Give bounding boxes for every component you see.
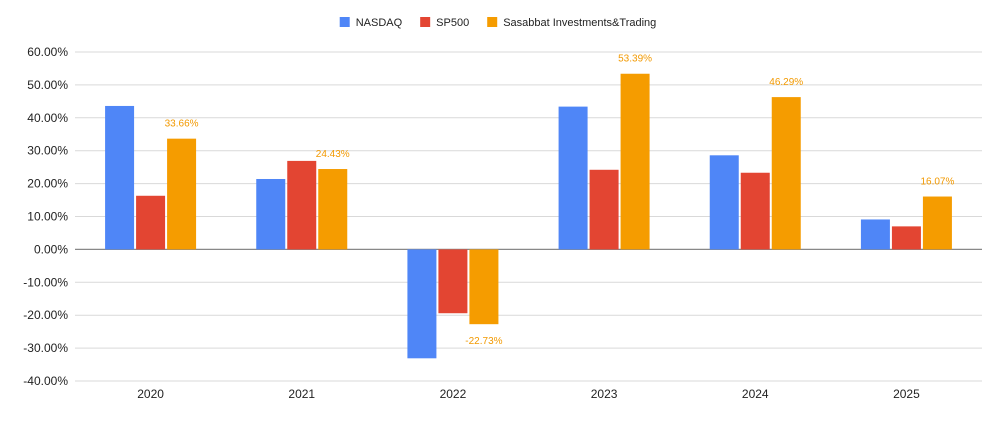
bar-nasdaq-2020 bbox=[105, 105, 135, 250]
bar-sp500-2020 bbox=[136, 195, 166, 250]
x-tick-label: 2023 bbox=[591, 387, 618, 401]
y-tick-label: -40.00% bbox=[23, 374, 68, 388]
y-tick-label: 50.00% bbox=[27, 78, 68, 92]
x-tick-label: 2024 bbox=[742, 387, 769, 401]
y-tick-label: 30.00% bbox=[27, 144, 68, 158]
legend-swatch-sp500 bbox=[420, 17, 431, 27]
bar-sp500-2025 bbox=[891, 226, 921, 250]
bar-nasdaq-2025 bbox=[860, 219, 890, 250]
bar-sasabbat-investments-trading-2021 bbox=[318, 169, 348, 250]
bar-nasdaq-2022 bbox=[407, 249, 437, 359]
bar-sp500-2023 bbox=[589, 169, 619, 250]
y-tick-label: 10.00% bbox=[27, 210, 68, 224]
bars bbox=[105, 73, 952, 359]
y-tick-label: 20.00% bbox=[27, 177, 68, 191]
legend-swatch-sasabbat-investments-trading bbox=[487, 17, 498, 27]
legend-swatch-nasdaq bbox=[339, 17, 350, 27]
data-label: 33.66% bbox=[165, 119, 199, 130]
legend-label-nasdaq: NASDAQ bbox=[356, 17, 403, 29]
data-label: 24.43% bbox=[316, 149, 350, 160]
legend: NASDAQ SP500 Sasabbat Investments&Trading bbox=[339, 17, 656, 29]
bar-sp500-2022 bbox=[438, 249, 468, 314]
bar-sasabbat-investments-trading-2022 bbox=[469, 249, 499, 325]
legend-label-sp500: SP500 bbox=[436, 17, 469, 29]
bar-sasabbat-investments-trading-2024 bbox=[771, 97, 801, 250]
x-tick-label: 2022 bbox=[440, 387, 467, 401]
bar-nasdaq-2024 bbox=[709, 155, 739, 250]
y-tick-label: -30.00% bbox=[23, 341, 68, 355]
x-tick-label: 2020 bbox=[137, 387, 164, 401]
bar-sp500-2024 bbox=[740, 172, 770, 250]
legend-label-sasabbat-investments-trading: Sasabbat Investments&Trading bbox=[503, 17, 656, 29]
bar-nasdaq-2021 bbox=[256, 178, 286, 250]
y-tick-label: 40.00% bbox=[27, 111, 68, 125]
data-label: 53.39% bbox=[618, 54, 652, 65]
bar-nasdaq-2023 bbox=[558, 106, 588, 250]
bar-sasabbat-investments-trading-2020 bbox=[167, 138, 197, 250]
bar-sasabbat-investments-trading-2025 bbox=[922, 196, 952, 250]
gridlines bbox=[75, 51, 982, 382]
data-label: 46.29% bbox=[769, 77, 803, 88]
y-tick-label: -20.00% bbox=[23, 308, 68, 322]
y-tick-label: 0.00% bbox=[34, 242, 68, 256]
data-labels: 33.66% 24.43% -22.73% 53.39% 46.29% 16.07% bbox=[165, 54, 955, 347]
bar-sasabbat-investments-trading-2023 bbox=[620, 73, 650, 250]
y-tick-label: -10.00% bbox=[23, 275, 68, 289]
data-label: 16.07% bbox=[920, 177, 954, 188]
y-tick-label: 60.00% bbox=[27, 45, 68, 59]
y-axis-ticks: 60.00% 50.00% 40.00% 30.00% 20.00% 10.00% 0.00… bbox=[23, 45, 68, 388]
x-tick-label: 2021 bbox=[288, 387, 315, 401]
x-axis-ticks: 2020 2021 2022 2023 2024 2025 bbox=[137, 387, 920, 401]
bar-sp500-2021 bbox=[287, 160, 317, 250]
x-tick-label: 2025 bbox=[893, 387, 920, 401]
data-label: -22.73% bbox=[465, 336, 502, 347]
